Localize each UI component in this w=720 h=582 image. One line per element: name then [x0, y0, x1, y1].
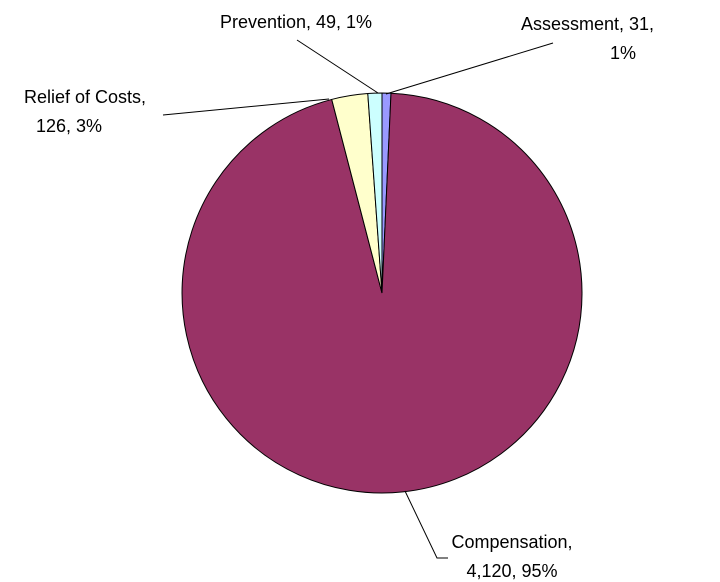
leader-line-prevention — [296, 39, 379, 94]
data-labels: Assessment, 31, 1% Compensation, 4,120, 95%… — [24, 12, 654, 581]
data-label-prevention: Prevention, 49, 1% — [220, 12, 372, 32]
pie-slices — [181, 92, 583, 494]
slice-prevention — [367, 92, 383, 294]
leader-line-compensation — [404, 490, 448, 559]
leader-lines — [162, 39, 554, 559]
data-label-relief-of-costs: Relief of Costs, — [24, 87, 146, 107]
leader-line-assessment — [385, 42, 554, 95]
data-label-compensation: Compensation, — [451, 532, 572, 552]
leader-line-relief-of-costs — [162, 98, 330, 116]
data-label-assessment: Assessment, 31, — [521, 14, 654, 34]
data-label-relief-of-costs: 126, 3% — [36, 116, 102, 136]
data-label-compensation: 4,120, 95% — [466, 561, 557, 581]
slice-compensation — [181, 92, 583, 494]
data-label-assessment: 1% — [610, 43, 636, 63]
